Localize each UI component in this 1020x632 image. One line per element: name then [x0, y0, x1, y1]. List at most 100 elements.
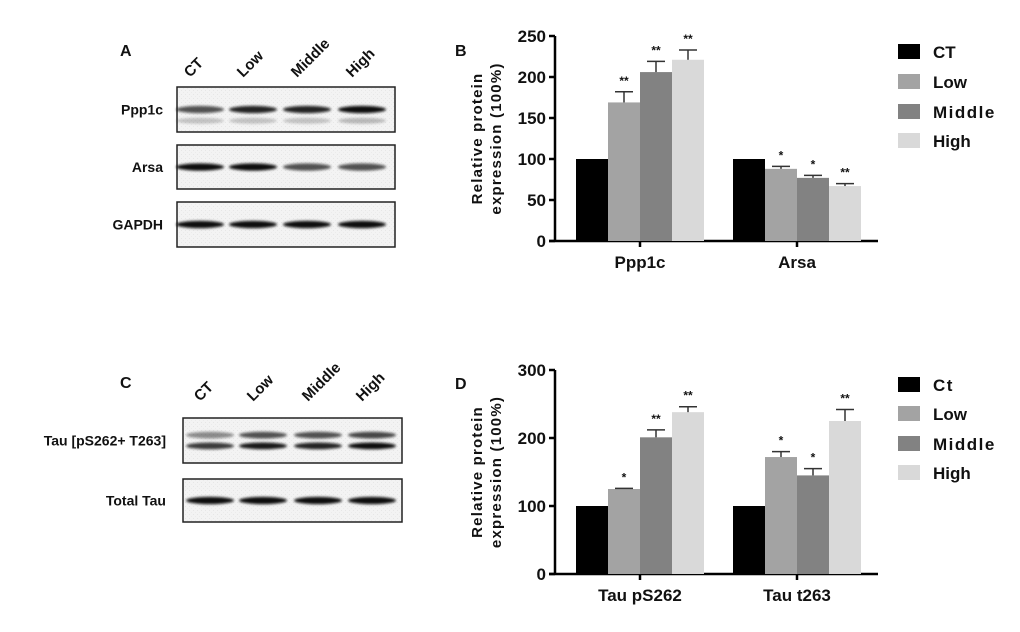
lane-label: High: [343, 45, 379, 81]
protein-band: [338, 105, 386, 114]
lane-label: CT: [191, 379, 217, 405]
legend-label: Low: [933, 73, 968, 92]
y-tick-label: 150: [518, 109, 546, 128]
protein-band: [348, 431, 396, 439]
y-tick-label: 0: [537, 565, 546, 584]
bar: [765, 168, 797, 241]
legend-swatch: [898, 377, 920, 392]
protein-band: [176, 163, 224, 171]
legend-swatch: [898, 104, 920, 119]
legend-label: CT: [933, 43, 956, 62]
blot-row-label: GAPDH: [112, 217, 163, 233]
significance-marker: **: [683, 32, 693, 46]
lane-label: Middle: [299, 359, 345, 405]
protein-band-faint: [283, 117, 331, 124]
protein-band: [229, 220, 277, 229]
protein-band: [338, 163, 386, 171]
y-axis-label: expression (100%): [488, 396, 505, 548]
bar: [608, 102, 640, 241]
significance-marker: *: [622, 470, 627, 484]
protein-band: [338, 220, 386, 229]
y-axis-label: Relative protein: [469, 73, 486, 205]
protein-band-faint: [229, 117, 277, 124]
protein-band: [283, 220, 331, 229]
y-tick-label: 300: [518, 361, 546, 380]
legend-swatch: [898, 44, 920, 59]
protein-band: [186, 442, 234, 450]
significance-marker: **: [651, 43, 661, 57]
protein-band-faint: [338, 117, 386, 124]
significance-marker: **: [683, 389, 693, 403]
bar: [733, 159, 765, 241]
protein-band: [239, 431, 287, 439]
protein-band: [294, 496, 342, 505]
bar: [829, 421, 861, 574]
significance-marker: *: [811, 451, 816, 465]
protein-band: [186, 431, 234, 439]
blot-row-label: Total Tau: [106, 493, 166, 509]
protein-band: [294, 431, 342, 439]
legend-swatch: [898, 406, 920, 421]
bar: [733, 506, 765, 574]
lane-label: CT: [181, 55, 207, 81]
bar: [765, 457, 797, 574]
bar: [797, 475, 829, 574]
protein-band: [176, 220, 224, 229]
panel-label: C: [120, 375, 132, 392]
lane-label: Low: [234, 47, 267, 80]
bar: [576, 506, 608, 574]
protein-band: [348, 496, 396, 505]
legend-label: Low: [933, 405, 968, 424]
panel-label: B: [455, 43, 467, 60]
bar: [672, 412, 704, 574]
significance-marker: **: [840, 391, 850, 405]
bar: [640, 72, 672, 241]
blot-panel-a: A CT Low Middle High Ppp1c Arsa GAPDH: [112, 35, 396, 248]
blot-row-label: Arsa: [132, 159, 163, 175]
blot-membrane: [182, 417, 403, 464]
y-tick-label: 100: [518, 150, 546, 169]
protein-band: [186, 496, 234, 505]
significance-marker: *: [779, 434, 784, 448]
legend-swatch: [898, 436, 920, 451]
protein-band: [294, 442, 342, 450]
y-tick-label: 50: [527, 191, 546, 210]
y-tick-label: 100: [518, 497, 546, 516]
legend-swatch: [898, 133, 920, 148]
significance-marker: *: [779, 148, 784, 162]
lane-label: High: [353, 369, 389, 405]
x-tick-label: Tau t263: [763, 586, 831, 605]
legend-swatch: [898, 465, 920, 480]
legend-swatch: [898, 74, 920, 89]
protein-band: [239, 496, 287, 505]
legend-label: High: [933, 464, 971, 483]
lane-label: Middle: [288, 35, 334, 81]
y-tick-label: 250: [518, 27, 546, 46]
protein-band: [229, 105, 277, 114]
legend-label: Middle: [933, 103, 996, 122]
x-tick-label: Arsa: [778, 253, 816, 272]
legend-label: High: [933, 132, 971, 151]
x-tick-label: Tau pS262: [598, 586, 682, 605]
protein-band-faint: [176, 117, 224, 124]
blot-row-label: Tau [pS262+ T263]: [44, 433, 166, 449]
y-tick-label: 200: [518, 429, 546, 448]
blot-panel-c: C CT Low Middle High Tau [pS262+ T263] Total T…: [44, 359, 403, 523]
x-tick-label: Ppp1c: [614, 253, 665, 272]
bar: [797, 177, 829, 241]
bar: [640, 437, 672, 574]
legend-label: Ct: [933, 376, 954, 395]
panel-label: A: [120, 43, 132, 60]
panel-label: D: [455, 376, 467, 393]
y-tick-label: 0: [537, 232, 546, 251]
y-axis-label: expression (100%): [488, 62, 505, 214]
y-tick-label: 200: [518, 68, 546, 87]
significance-marker: *: [811, 157, 816, 171]
protein-band: [348, 442, 396, 450]
protein-band: [283, 163, 331, 171]
significance-marker: **: [840, 166, 850, 180]
bar: [672, 59, 704, 241]
significance-marker: **: [619, 74, 629, 88]
